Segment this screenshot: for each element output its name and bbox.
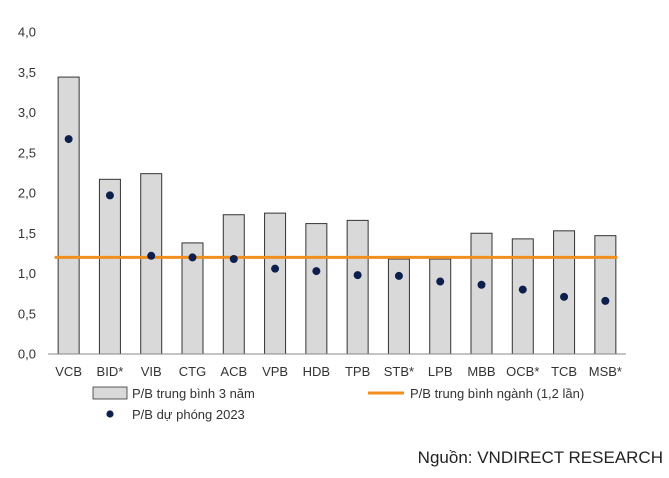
y-tick-label: 0,5 bbox=[18, 306, 36, 321]
y-tick-label: 4,0 bbox=[18, 25, 36, 40]
legend-swatch-bar bbox=[92, 386, 128, 400]
x-tick-label: TCB bbox=[551, 364, 577, 379]
x-tick-label: TPB bbox=[345, 364, 370, 379]
forecast-point bbox=[353, 271, 362, 280]
x-tick-label: VPB bbox=[262, 364, 288, 379]
bar bbox=[222, 214, 245, 355]
y-tick-label: 1,5 bbox=[18, 226, 36, 241]
chart: 0,0 0,5 1,0 1,5 2,0 2,5 3,0 3,5 4,0 VCB BID* VIB CT… bbox=[18, 25, 626, 422]
bar bbox=[140, 173, 163, 355]
legend-label-bar: P/B trung bình 3 năm bbox=[132, 386, 255, 401]
x-tick-label: CTG bbox=[179, 364, 206, 379]
forecast-point bbox=[601, 296, 610, 305]
x-tick-label: HDB bbox=[303, 364, 330, 379]
y-axis: 0,0 0,5 1,0 1,5 2,0 2,5 3,0 3,5 4,0 bbox=[18, 25, 36, 362]
bar bbox=[305, 223, 328, 355]
y-tick-label: 2,0 bbox=[18, 186, 36, 201]
legend-swatch-dot bbox=[106, 410, 114, 418]
x-tick-label: MSB* bbox=[589, 364, 622, 379]
x-tick-label: MBB bbox=[467, 364, 495, 379]
forecast-dots-series bbox=[64, 135, 610, 305]
forecast-point bbox=[105, 191, 114, 200]
legend: P/B trung bình 3 năm P/B trung bình ngàn… bbox=[92, 386, 584, 422]
forecast-point bbox=[188, 253, 197, 262]
y-tick-label: 0,0 bbox=[18, 347, 36, 362]
x-tick-label: BID* bbox=[97, 364, 124, 379]
bar bbox=[264, 212, 287, 355]
y-tick-label: 3,0 bbox=[18, 105, 36, 120]
x-axis: VCB BID* VIB CTG ACB VPB HDB TPB STB* LPB MBB OCB* T… bbox=[48, 353, 626, 379]
x-tick-label: LPB bbox=[428, 364, 453, 379]
forecast-point bbox=[436, 277, 445, 286]
y-tick-label: 1,0 bbox=[18, 266, 36, 281]
forecast-point bbox=[64, 135, 73, 144]
forecast-point bbox=[477, 280, 486, 289]
x-tick-label: OCB* bbox=[506, 364, 539, 379]
legend-label-line: P/B trung bình ngành (1,2 lần) bbox=[410, 386, 584, 401]
forecast-point bbox=[518, 285, 527, 294]
forecast-point bbox=[147, 251, 156, 260]
bar bbox=[470, 232, 493, 355]
forecast-point bbox=[229, 255, 238, 264]
bar bbox=[553, 230, 576, 355]
y-tick-label: 2,5 bbox=[18, 145, 36, 160]
bar bbox=[594, 235, 617, 355]
bar bbox=[346, 219, 369, 355]
forecast-point bbox=[560, 292, 569, 301]
x-tick-label: VIB bbox=[141, 364, 162, 379]
source-note: Nguồn: VNDIRECT RESEARCH bbox=[417, 448, 663, 467]
bar bbox=[98, 178, 121, 355]
bar bbox=[429, 258, 452, 355]
x-tick-label: VCB bbox=[55, 364, 82, 379]
x-tick-label: ACB bbox=[220, 364, 247, 379]
forecast-point bbox=[394, 271, 403, 280]
forecast-point bbox=[271, 264, 280, 273]
x-tick-label: STB* bbox=[384, 364, 414, 379]
forecast-point bbox=[312, 267, 321, 276]
y-tick-label: 3,5 bbox=[18, 65, 36, 80]
legend-label-dot: P/B dự phóng 2023 bbox=[132, 407, 245, 422]
bars-series bbox=[57, 76, 617, 355]
bar bbox=[57, 76, 80, 355]
